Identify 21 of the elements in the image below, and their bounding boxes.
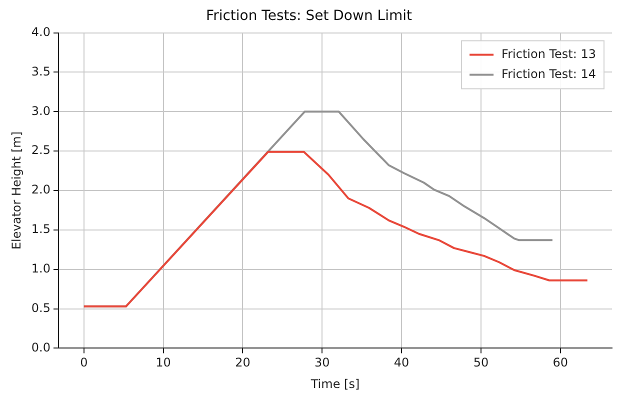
y-tick-label: 4.0 xyxy=(31,24,50,39)
chart-title: Friction Tests: Set Down Limit xyxy=(206,8,412,24)
x-axis-title: Time [s] xyxy=(310,376,360,391)
y-tick-label: 0.0 xyxy=(31,340,50,354)
y-tick-label: 1.5 xyxy=(31,222,50,236)
y-tick-label: 2.5 xyxy=(31,143,50,158)
y-axis-title: Elevator Height [m] xyxy=(9,131,24,250)
x-tick-label: 10 xyxy=(156,356,171,370)
x-tick-label: 20 xyxy=(235,356,250,370)
x-tick-label: 60 xyxy=(552,356,568,370)
x-tick-label: 40 xyxy=(394,356,410,370)
y-tick-label: 3.5 xyxy=(31,64,50,78)
y-tick-label: 0.5 xyxy=(31,300,50,315)
x-tick-label: 0 xyxy=(80,356,88,370)
legend-label: Friction Test: 14 xyxy=(502,66,596,81)
legend-label: Friction Test: 13 xyxy=(502,46,596,61)
y-tick-label: 2.0 xyxy=(31,182,50,197)
y-tick-label: 3.0 xyxy=(31,104,50,118)
x-tick-label: 50 xyxy=(473,356,489,370)
x-tick-label: 30 xyxy=(314,356,330,370)
y-tick-label: 1.0 xyxy=(31,261,50,276)
